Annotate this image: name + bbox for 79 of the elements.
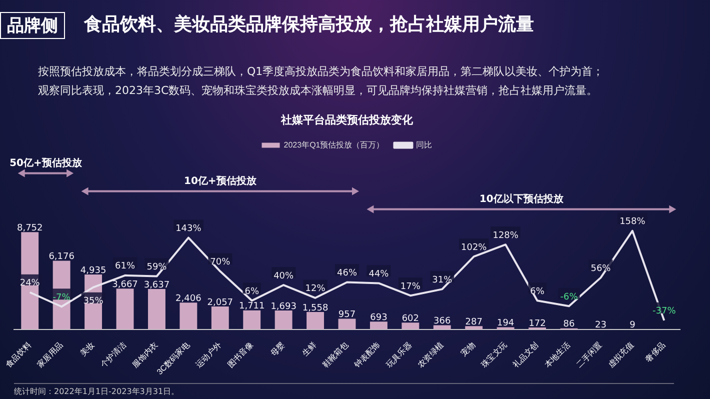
- data-label: 1,693: [270, 302, 296, 312]
- data-label: 9: [630, 320, 636, 331]
- data-label: 3,637: [144, 280, 170, 290]
- data-label: 102%: [460, 242, 488, 253]
- bar: [180, 302, 198, 330]
- chart-title: 食品饮料、美妆品类品牌保持高投放，抢占社媒用户流量: [84, 13, 534, 36]
- text: 50亿+预估投放: [10, 156, 83, 169]
- x-tick-label: 虚拟充值: [606, 340, 636, 370]
- legend-label: 同比: [416, 140, 432, 150]
- x-tick-label: 鞋靴箱包: [320, 340, 350, 370]
- data-label: 128%: [492, 230, 519, 241]
- x-tick-label: 珠宝文玩: [480, 340, 509, 370]
- data-label: 8,752: [16, 223, 43, 234]
- x-tick-label: 玩具乐器: [384, 340, 414, 370]
- x-tick-label: 奢侈品: [644, 340, 668, 364]
- x-tick-label: 二手闲置: [574, 340, 604, 370]
- data-label: -37%: [652, 306, 676, 317]
- data-label: 366: [434, 316, 451, 327]
- bar: [211, 306, 229, 330]
- x-tick-label: 运动户外: [194, 340, 224, 370]
- data-label: 61%: [114, 262, 136, 272]
- bar: [370, 322, 388, 330]
- chart-subtitle: 按照预估投放成本，将品类划分成三梯队，Q1季度高投放品类为食品饮料和家居用品，第二梯队以美妆、个护为首；观察同比表现，2023年3C数码、宠物和珠宝类投放成本涨幅明显，可见品牌均保持社媒营销，抢占社媒用户流量。: [38, 64, 605, 99]
- bar: [306, 312, 324, 330]
- text: 10亿+预估投放: [184, 174, 258, 187]
- x-tick-label: 礼品文创: [511, 340, 540, 370]
- data-label: 70%: [210, 258, 231, 268]
- data-label: 59%: [146, 262, 168, 273]
- data-label: 6%: [244, 286, 260, 297]
- x-tick-label: 家居用品: [36, 340, 65, 370]
- data-label: 31%: [432, 276, 453, 286]
- x-tick-label: 食品饮料: [4, 340, 33, 370]
- data-label: 1,711: [238, 302, 265, 312]
- data-label: 23: [594, 320, 606, 330]
- bar: [402, 322, 420, 330]
- data-label: 602: [402, 314, 420, 324]
- data-label: 4,935: [80, 266, 106, 276]
- data-label: 693: [370, 313, 388, 323]
- x-tick-label: 钟表配饰: [352, 340, 382, 370]
- bar: [338, 318, 356, 330]
- legend-label: 2023年Q1预估投放（百万）: [284, 140, 384, 150]
- data-label: 158%: [620, 217, 646, 228]
- data-label: 143%: [176, 224, 202, 234]
- bar: [274, 310, 292, 330]
- data-label: 957: [338, 310, 356, 320]
- x-tick-label: 宠物: [459, 340, 477, 358]
- x-tick-label: 本地生活: [542, 340, 572, 370]
- text: 社媒平台品类预估投放变化: [280, 113, 414, 126]
- x-tick-label: 图书音像: [226, 340, 255, 370]
- data-label: 46%: [336, 268, 358, 279]
- data-label: 44%: [368, 270, 390, 280]
- bar: [116, 288, 134, 330]
- data-label: 40%: [274, 271, 294, 282]
- x-tick-label: 农资绿植: [416, 340, 446, 370]
- bar: [465, 326, 483, 330]
- bar: [148, 288, 166, 330]
- data-label: 2,406: [176, 294, 202, 304]
- text: 10亿以下预估投放: [479, 192, 564, 205]
- data-label: 56%: [590, 264, 612, 274]
- bar: [243, 310, 261, 330]
- data-label: 287: [465, 318, 482, 328]
- x-tick-label: 服饰内衣: [130, 340, 160, 370]
- data-label: 194: [496, 318, 514, 329]
- x-tick-label: 母婴: [268, 340, 287, 358]
- data-label: 86: [563, 320, 575, 330]
- data-label: 172: [528, 318, 546, 329]
- data-label: 2,057: [207, 298, 234, 308]
- data-label: 1,558: [302, 303, 328, 314]
- data-label: 17%: [400, 282, 421, 292]
- text: 品牌侧: [0, 12, 65, 39]
- x-tick-label: 生鲜: [300, 340, 318, 358]
- data-label: 6,176: [48, 252, 75, 262]
- text: 统计时间：2022年1月1日-2023年3月31日。: [14, 383, 674, 397]
- x-tick-label: 美妆: [78, 340, 96, 358]
- data-label: -6%: [560, 292, 578, 303]
- x-tick-label: 个护清洁: [98, 340, 128, 370]
- data-label: 12%: [305, 284, 326, 294]
- data-label: 3,667: [112, 280, 138, 290]
- data-label: 6%: [530, 286, 545, 297]
